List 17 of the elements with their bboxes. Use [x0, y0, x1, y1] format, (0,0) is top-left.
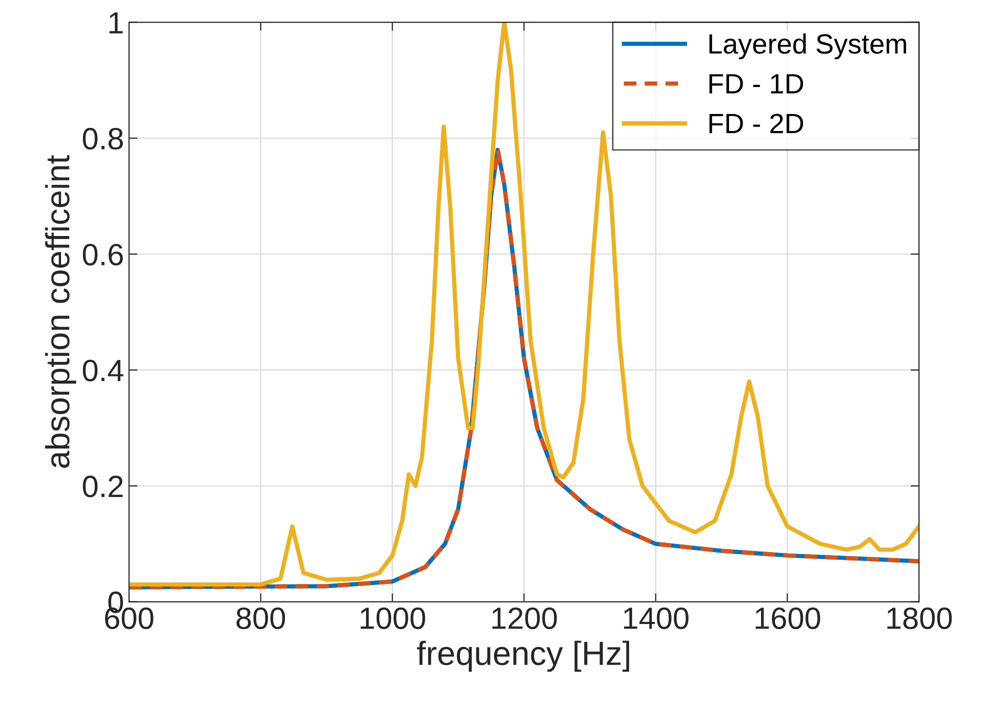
y-tick-label: 0.8 — [82, 128, 123, 150]
x-axis-title: frequency [Hz] — [417, 640, 630, 672]
x-tick-label: 1000 — [360, 607, 426, 630]
legend-label: FD - 2D — [709, 114, 804, 134]
x-tick-label: 800 — [236, 607, 285, 630]
x-tick-label: 1800 — [887, 607, 952, 630]
y-tick-label: 0.2 — [82, 476, 123, 498]
x-tick-label: 1400 — [624, 607, 688, 630]
legend-label: Layered System — [709, 33, 906, 60]
x-tick-label: 1600 — [756, 607, 820, 630]
legend-label: FD - 1D — [709, 74, 804, 94]
y-tick-label: 0.6 — [82, 244, 123, 266]
y-tick-label: 0.4 — [82, 360, 124, 382]
y-axis-title: absorption coefficeint — [45, 155, 76, 468]
x-tick-label: 1200 — [492, 607, 557, 630]
y-tick-label: 1 — [110, 12, 123, 34]
line-series — [129, 148, 920, 590]
